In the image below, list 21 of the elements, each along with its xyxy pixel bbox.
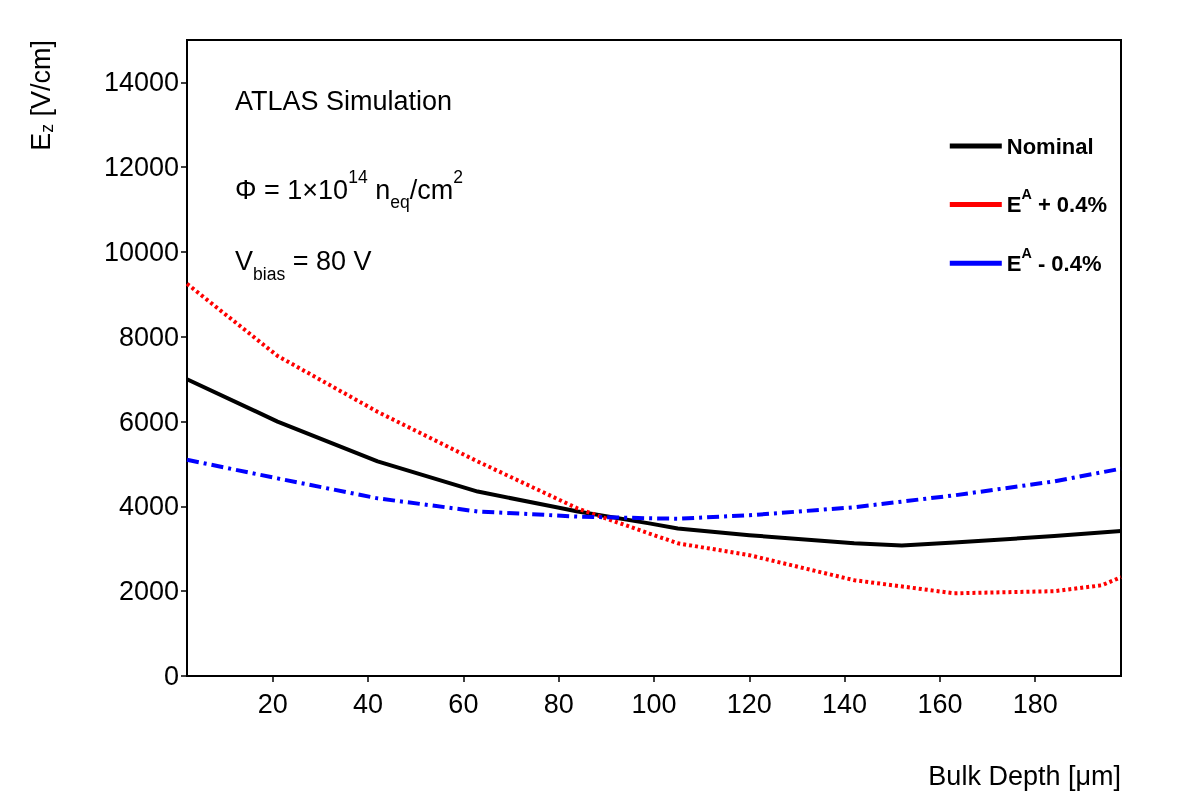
x-tick-label: 140 bbox=[822, 688, 868, 719]
legend-label: Nominal bbox=[1006, 133, 1094, 159]
y-tick-label: 4000 bbox=[118, 491, 179, 522]
y-tick-label: 0 bbox=[163, 661, 179, 691]
x-tick-label: 60 bbox=[448, 688, 479, 719]
annotation: ATLAS Simulation bbox=[235, 86, 453, 117]
y-tick-label: 14000 bbox=[103, 67, 179, 98]
x-tick-label: 180 bbox=[1012, 688, 1058, 719]
x-tick-label: 40 bbox=[353, 688, 384, 719]
y-tick-label: 12000 bbox=[103, 152, 179, 183]
x-tick-label: 100 bbox=[631, 688, 677, 719]
x-axis-title: Bulk Depth [μm] bbox=[928, 760, 1121, 791]
y-tick-label: 2000 bbox=[118, 576, 179, 607]
y-tick-label: 10000 bbox=[103, 237, 179, 267]
x-tick-label: 160 bbox=[917, 688, 963, 719]
x-tick-label: 80 bbox=[543, 688, 574, 719]
x-tick-label: 120 bbox=[726, 688, 772, 719]
y-tick-label: 8000 bbox=[118, 321, 179, 352]
line-series bbox=[185, 281, 1123, 596]
x-tick-label: 20 bbox=[257, 688, 288, 719]
y-tick-label: 6000 bbox=[118, 406, 179, 437]
